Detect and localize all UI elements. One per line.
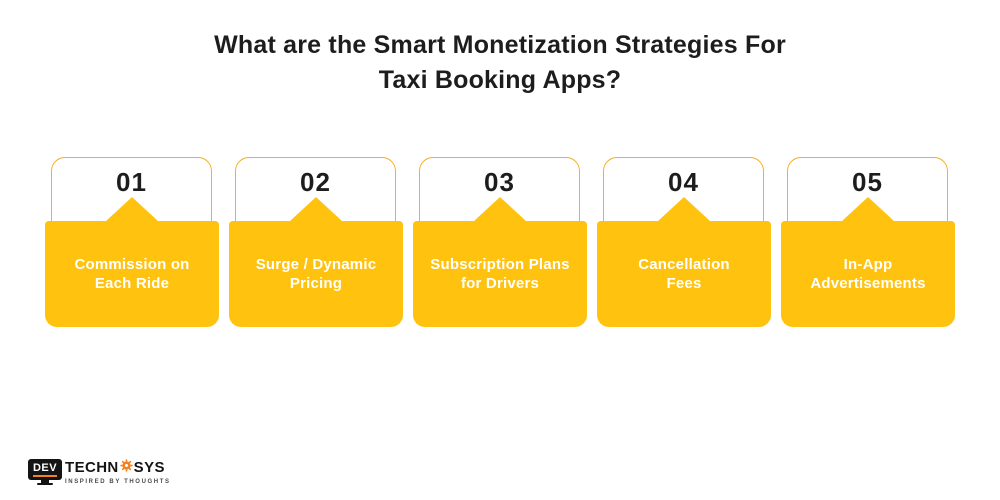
strategy-card-4: 04 Cancellation Fees	[597, 157, 771, 327]
monitor-stand-base	[37, 483, 53, 485]
page-title: What are the Smart Monetization Strategi…	[0, 28, 1000, 98]
card-label-line-1: Cancellation	[638, 256, 730, 273]
card-notch-triangle	[290, 197, 342, 221]
strategy-card-1: 01 Commission on Each Ride	[45, 157, 219, 327]
card-notch-triangle	[474, 197, 526, 221]
gear-icon	[119, 459, 133, 477]
title-line-2: Taxi Booking Apps?	[378, 66, 622, 94]
monitor-screen: DEV	[28, 459, 62, 480]
strategy-card-3: 03 Subscription Plans for Drivers	[413, 157, 587, 327]
card-label-line-2: Advertisements	[810, 275, 926, 292]
logo-brand-left: TECHN	[65, 458, 119, 476]
logo-brand-name: TECHN	[65, 459, 171, 477]
card-number: 02	[300, 167, 331, 197]
card-label-line-2: Pricing	[289, 275, 343, 292]
card-number: 01	[116, 167, 147, 197]
card-number: 05	[852, 167, 883, 197]
monitor-icon: DEV	[28, 459, 62, 485]
card-label-line-1: Surge / Dynamic	[255, 256, 377, 273]
card-notch-triangle	[658, 197, 710, 221]
card-label-line-2: for Drivers	[460, 275, 540, 292]
logo-brand: TECHN	[65, 459, 171, 485]
card-label-line-2: Each Ride	[94, 275, 170, 292]
card-notch-triangle	[842, 197, 894, 221]
logo-dev-text: DEV	[32, 462, 58, 477]
logo-brand-right: SYS	[133, 458, 165, 476]
card-body: Surge / Dynamic Pricing	[229, 221, 403, 327]
card-label-line-1: Commission on	[74, 256, 190, 273]
card-body: In-App Advertisements	[781, 221, 955, 327]
card-notch-triangle	[106, 197, 158, 221]
card-body: Cancellation Fees	[597, 221, 771, 327]
logo-tagline: INSPIRED BY THOUGHTS	[65, 478, 171, 485]
strategy-card-2: 02 Surge / Dynamic Pricing	[229, 157, 403, 327]
card-label-line-1: Subscription Plans	[430, 256, 570, 273]
card-number: 03	[484, 167, 515, 197]
monitor-stand-neck	[41, 480, 49, 483]
dev-technosys-logo: DEV TECHN	[28, 459, 171, 485]
card-body: Subscription Plans for Drivers	[413, 221, 587, 327]
strategy-card-5: 05 In-App Advertisements	[781, 157, 955, 327]
title-line-1: What are the Smart Monetization Strategi…	[214, 31, 786, 59]
card-label-line-2: Fees	[666, 275, 702, 292]
card-label-line-1: In-App	[843, 256, 893, 273]
strategy-cards-row: 01 Commission on Each Ride 02 Surge / Dy…	[45, 157, 955, 327]
card-body: Commission on Each Ride	[45, 221, 219, 327]
card-number: 04	[668, 167, 699, 197]
